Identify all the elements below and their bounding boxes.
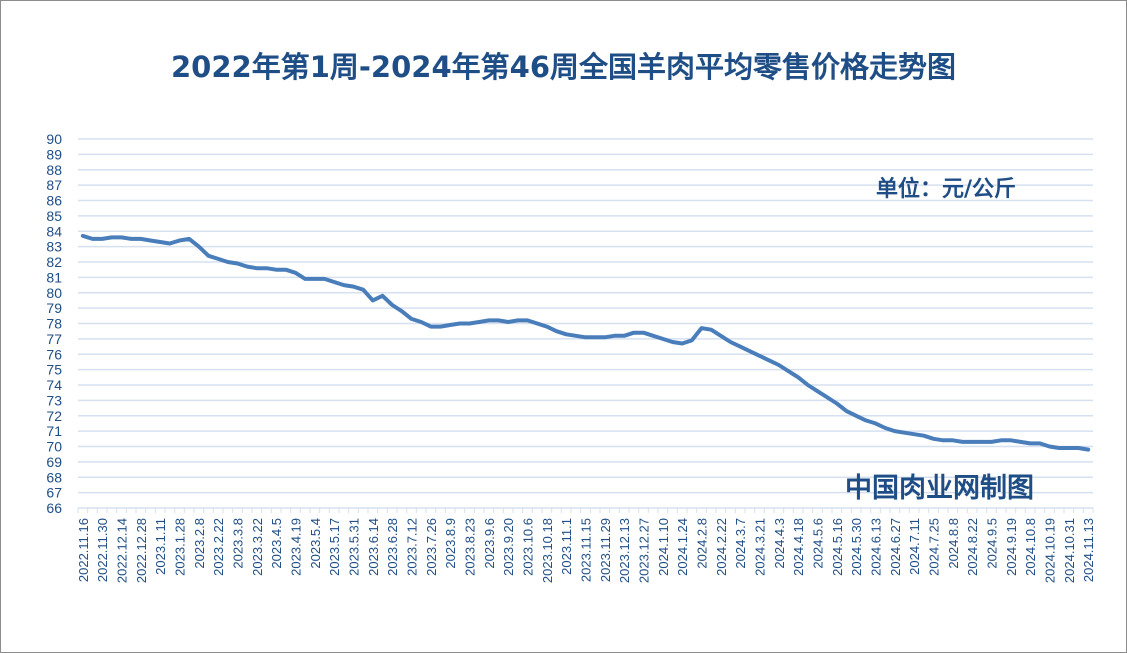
y-tick-label: 88 [46, 162, 62, 178]
x-tick-label: 2023.7.12 [405, 518, 420, 576]
x-tick-label: 2024.2.22 [714, 518, 729, 576]
x-tick-label: 2023.1.28 [173, 518, 188, 576]
x-tick-label: 2023.5.4 [308, 518, 323, 569]
x-tick-label: 2024.6.27 [888, 518, 903, 576]
y-tick-label: 69 [46, 454, 62, 470]
y-tick-label: 70 [46, 439, 62, 455]
y-tick-label: 78 [46, 316, 62, 332]
y-tick-label: 77 [46, 331, 62, 347]
x-tick-label: 2024.3.7 [733, 518, 748, 569]
x-tick-label: 2023.11.1 [559, 518, 574, 575]
x-tick-label: 2024.4.18 [791, 518, 806, 576]
source-label: 中国肉业网制图 [845, 473, 1034, 504]
y-tick-label: 84 [46, 223, 62, 239]
x-tick-label: 2024.10.19 [1043, 518, 1058, 583]
y-tick-label: 81 [46, 269, 62, 285]
y-tick-label: 80 [46, 285, 62, 301]
x-tick-label: 2022.12.14 [115, 518, 130, 583]
y-tick-label: 71 [46, 423, 62, 439]
x-axis: 2022.11.16 2022.11.30 2022.12.14 2022.12.28… [76, 507, 1096, 583]
y-tick-label: 89 [46, 146, 62, 162]
y-tick-label: 83 [46, 239, 62, 255]
x-tick-label: 2024.2.8 [695, 518, 710, 569]
x-tick-label: 2023.3.8 [231, 518, 246, 569]
x-tick-label: 2023.11.29 [598, 518, 613, 582]
y-tick-label: 82 [46, 254, 62, 270]
x-tick-label: 2024.9.5 [985, 518, 1000, 569]
x-tick-label: 2023.9.6 [482, 518, 497, 569]
x-tick-label: 2023.11.15 [579, 518, 594, 582]
x-tick-label: 2023.10.18 [540, 518, 555, 583]
x-tick-label: 2024.3.21 [753, 518, 768, 576]
y-tick-label: 90 [46, 131, 62, 147]
x-tick-label: 2023.7.26 [424, 518, 439, 576]
x-tick-label: 2022.12.28 [134, 518, 149, 583]
x-tick-label: 2024.7.11 [907, 518, 922, 575]
x-tick-label: 2024.5.16 [830, 518, 845, 576]
x-tick-label: 2024.10.8 [1023, 518, 1038, 576]
x-tick-label: 2024.7.25 [927, 518, 942, 576]
y-tick-label: 68 [46, 469, 62, 485]
price-line [80, 233, 1091, 452]
x-tick-label: 2024.9.19 [1004, 518, 1019, 576]
x-tick-label: 2024.5.6 [811, 518, 826, 569]
y-tick-label: 87 [46, 177, 62, 193]
x-tick-label: 2022.11.30 [95, 518, 110, 582]
x-tick-label: 2024.8.8 [946, 518, 961, 569]
chart-title: 2022年第1周-2024年第46周全国羊肉平均零售价格走势图 [171, 50, 956, 84]
y-axis: 6667686970717273747576777879808182838485… [46, 131, 62, 516]
x-tick-label: 2024.11.13 [1081, 518, 1096, 582]
x-tick-label: 2023.6.28 [385, 518, 400, 576]
x-tick-label: 2023.10.6 [521, 518, 536, 576]
x-tick-label: 2024.4.3 [772, 518, 787, 569]
x-tick-label: 2023.2.22 [211, 518, 226, 576]
x-tick-label: 2023.8.23 [463, 518, 478, 576]
y-tick-label: 86 [46, 193, 62, 209]
x-tick-label: 2023.12.27 [637, 518, 652, 583]
x-tick-label: 2023.12.13 [617, 518, 632, 583]
x-tick-label: 2024.5.30 [849, 518, 864, 576]
y-tick-label: 79 [46, 300, 62, 316]
x-tick-label: 2023.2.8 [192, 518, 207, 569]
y-tick-label: 85 [46, 208, 62, 224]
x-tick-label: 2022.11.16 [76, 518, 91, 582]
x-tick-label: 2023.8.9 [443, 518, 458, 569]
x-tick-label: 2023.5.17 [327, 518, 342, 576]
y-tick-label: 75 [46, 362, 62, 378]
x-tick-label: 2024.1.10 [656, 518, 671, 576]
x-tick-label: 2024.6.13 [869, 518, 884, 576]
y-tick-label: 74 [46, 377, 62, 393]
x-tick-label: 2024.1.24 [675, 518, 690, 576]
x-tick-label: 2024.8.22 [965, 518, 980, 576]
x-tick-label: 2023.1.11 [153, 518, 168, 575]
x-tick-label: 2023.3.22 [250, 518, 265, 576]
unit-label: 单位：元/公斤 [876, 177, 1017, 202]
gridlines [78, 138, 1093, 494]
y-tick-label: 72 [46, 408, 62, 424]
y-tick-label: 66 [46, 500, 62, 516]
y-tick-label: 73 [46, 392, 62, 408]
x-tick-label: 2023.4.5 [269, 518, 284, 569]
y-tick-label: 67 [46, 485, 62, 501]
x-tick-label: 2023.9.20 [501, 518, 516, 576]
y-tick-label: 76 [46, 346, 62, 362]
x-tick-label: 2024.10.31 [1062, 518, 1077, 583]
x-tick-label: 2023.5.31 [347, 518, 362, 576]
x-tick-label: 2023.4.19 [289, 518, 304, 576]
x-tick-label: 2023.6.14 [366, 518, 381, 576]
